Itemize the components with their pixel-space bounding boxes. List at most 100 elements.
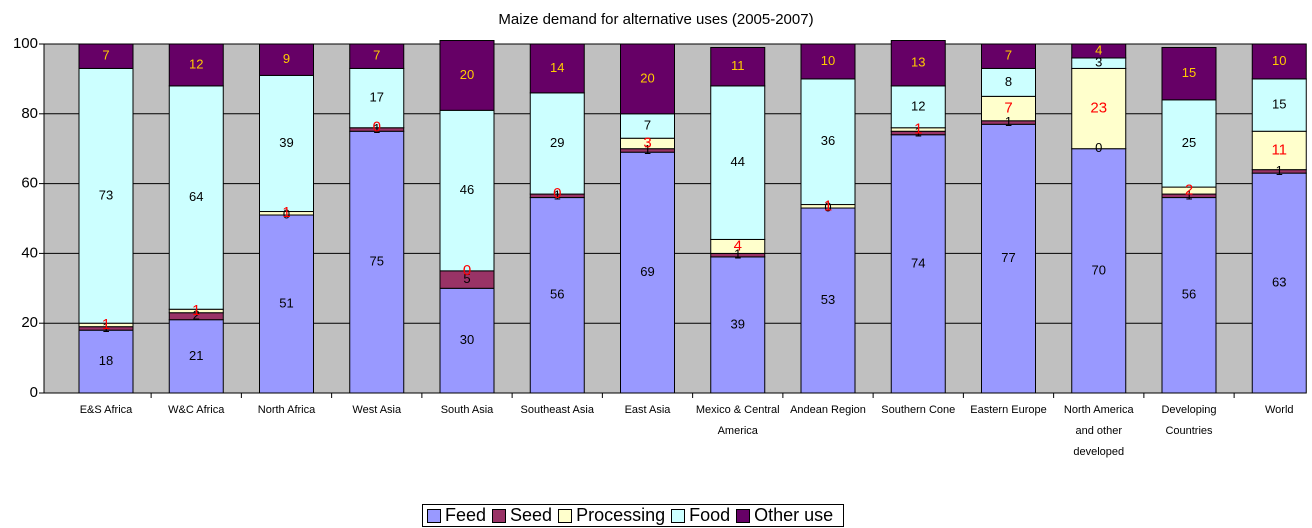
data-label: 0 bbox=[1095, 140, 1102, 155]
bar-segment bbox=[259, 214, 314, 394]
y-tick-label: 60 bbox=[21, 175, 38, 192]
legend-item: Other use bbox=[736, 505, 833, 526]
data-label: 56 bbox=[1182, 287, 1196, 302]
data-label: 56 bbox=[550, 287, 564, 302]
data-label: 1 bbox=[373, 121, 380, 136]
data-label: 7 bbox=[1004, 100, 1012, 117]
x-tick-label: Southern Cone bbox=[881, 404, 956, 416]
legend-swatch bbox=[736, 508, 751, 523]
bar-segment bbox=[349, 43, 405, 69]
bar-segment bbox=[1161, 46, 1217, 101]
data-label: 11 bbox=[731, 58, 745, 73]
data-label: 1 bbox=[644, 142, 651, 157]
legend-item: Feed bbox=[427, 505, 486, 526]
data-label: 15 bbox=[1182, 65, 1196, 80]
x-tick-label: East Asia bbox=[624, 404, 671, 416]
data-label: 10 bbox=[1272, 53, 1286, 68]
data-label: 1 bbox=[734, 247, 741, 262]
bar-segment bbox=[259, 43, 314, 76]
data-label: 0 bbox=[373, 119, 381, 136]
x-tick-label: Andean Region bbox=[790, 404, 866, 416]
bar-segment bbox=[529, 43, 585, 94]
legend-label: Food bbox=[689, 505, 731, 525]
legend-label: Processing bbox=[576, 505, 666, 525]
data-label: 73 bbox=[99, 187, 113, 202]
data-label: 11 bbox=[1271, 141, 1287, 158]
data-label: 0 bbox=[283, 206, 290, 221]
bar-segment bbox=[168, 85, 224, 310]
data-label: 8 bbox=[1005, 74, 1012, 89]
bar-segment bbox=[620, 43, 675, 115]
data-label: 29 bbox=[550, 135, 564, 150]
legend-label: Other use bbox=[754, 505, 834, 525]
data-label: 20 bbox=[460, 67, 474, 82]
data-label: 12 bbox=[189, 56, 203, 71]
bar-segment bbox=[1251, 172, 1307, 394]
bar-segment bbox=[620, 151, 675, 394]
legend-swatch bbox=[427, 508, 441, 523]
x-tick-label: Southeast Asia bbox=[520, 404, 594, 416]
data-label: 53 bbox=[821, 292, 835, 307]
data-label: 1 bbox=[554, 187, 561, 202]
data-label: 17 bbox=[370, 90, 384, 105]
data-label: 1 bbox=[1185, 187, 1192, 202]
data-label: 2 bbox=[1185, 182, 1193, 199]
x-tick-label: World bbox=[1264, 404, 1294, 416]
legend-item: Processing bbox=[558, 505, 665, 526]
x-tick-label: Mexico & Central America bbox=[695, 404, 780, 437]
data-label: 64 bbox=[189, 189, 203, 204]
data-label: 7 bbox=[102, 48, 109, 63]
y-tick-label: 0 bbox=[30, 384, 38, 401]
data-label: 9 bbox=[283, 51, 290, 66]
data-label: 63 bbox=[1272, 275, 1286, 290]
data-label: 0 bbox=[824, 199, 831, 214]
bar-segment bbox=[1251, 78, 1307, 132]
data-label: 20 bbox=[640, 70, 654, 85]
bar-segment bbox=[1071, 148, 1127, 394]
bar-segment bbox=[890, 85, 946, 129]
bar-segment bbox=[710, 46, 766, 87]
bar-segment bbox=[1071, 43, 1127, 59]
data-label: 70 bbox=[1092, 262, 1106, 277]
x-tick-label: E&S Africa bbox=[79, 404, 133, 416]
y-tick-label: 20 bbox=[21, 314, 38, 331]
data-label: 77 bbox=[1001, 250, 1015, 265]
data-label: 44 bbox=[731, 154, 745, 169]
data-label: 12 bbox=[911, 98, 925, 113]
data-label: 39 bbox=[731, 316, 745, 331]
x-tick-label: South Asia bbox=[440, 404, 494, 416]
data-label: 46 bbox=[460, 182, 474, 197]
data-label: 39 bbox=[279, 135, 293, 150]
legend-swatch bbox=[558, 508, 573, 523]
data-label: 23 bbox=[1090, 100, 1107, 117]
data-label: 1 bbox=[915, 124, 922, 139]
bar-segment bbox=[78, 43, 134, 69]
x-tick-label: North America and other developed bbox=[1063, 404, 1134, 458]
x-tick-label: West Asia bbox=[352, 404, 402, 416]
data-label: 1 bbox=[914, 120, 922, 137]
x-tick-label: North Africa bbox=[257, 404, 316, 416]
data-label: 13 bbox=[911, 55, 925, 70]
bar-segment bbox=[78, 329, 134, 394]
bar-segment bbox=[1161, 197, 1217, 394]
legend-item: Food bbox=[671, 505, 730, 526]
data-label: 7 bbox=[373, 48, 380, 63]
bar-segment bbox=[981, 43, 1036, 69]
legend-swatch bbox=[492, 508, 507, 523]
data-label: 69 bbox=[640, 264, 654, 279]
data-label: 2 bbox=[193, 308, 200, 323]
bar-segment bbox=[800, 43, 856, 80]
bar-segment bbox=[1251, 43, 1307, 80]
data-label: 5 bbox=[463, 271, 470, 286]
data-label: 4 bbox=[734, 237, 742, 254]
data-label: 30 bbox=[460, 332, 474, 347]
bar-segment bbox=[890, 40, 946, 87]
data-label: 0 bbox=[463, 262, 471, 279]
data-label: 3 bbox=[643, 134, 651, 151]
data-label: 1 bbox=[1276, 163, 1283, 178]
bar-segment bbox=[439, 287, 495, 394]
data-label: 4 bbox=[1095, 42, 1102, 57]
bar-segment bbox=[1251, 130, 1307, 171]
